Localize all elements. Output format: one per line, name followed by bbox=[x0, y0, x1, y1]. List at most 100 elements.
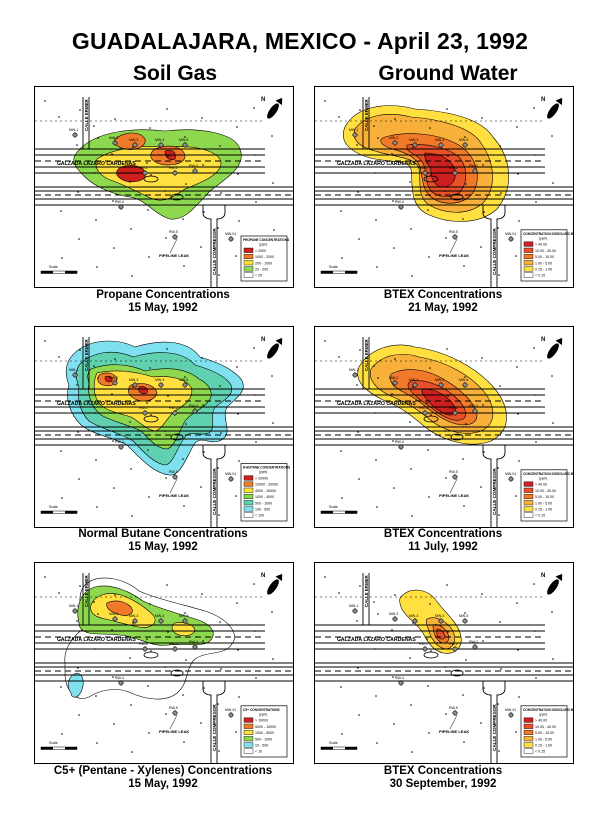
well-label: MW-3 bbox=[129, 614, 138, 618]
sample-point bbox=[481, 593, 483, 595]
sample-point bbox=[462, 458, 464, 460]
well-label: RW-5 bbox=[449, 470, 458, 474]
legend-swatch bbox=[243, 487, 254, 493]
sample-point bbox=[500, 192, 502, 194]
sample-point bbox=[340, 450, 342, 452]
sample-point bbox=[113, 487, 115, 489]
street-edge bbox=[482, 445, 492, 527]
sample-point bbox=[463, 505, 465, 507]
well-label: RW-5 bbox=[449, 230, 458, 234]
sample-point bbox=[392, 200, 394, 202]
sample-point bbox=[149, 367, 151, 369]
sample-point bbox=[341, 497, 343, 499]
legend-swatch bbox=[523, 266, 534, 272]
sample-point bbox=[164, 666, 166, 668]
sample-point bbox=[201, 357, 203, 359]
legend-entry-label: > 40.00 bbox=[535, 243, 547, 247]
tank-outline bbox=[143, 651, 159, 659]
sample-point bbox=[147, 209, 149, 211]
street-edge bbox=[482, 681, 492, 763]
sample-point bbox=[392, 676, 394, 678]
well-label: MW-01 bbox=[225, 472, 236, 476]
sample-point bbox=[445, 237, 447, 239]
scale-bar-segment bbox=[321, 271, 333, 274]
column-heading-ground-water: Ground Water bbox=[378, 62, 518, 85]
sample-point bbox=[202, 404, 204, 406]
sample-point bbox=[238, 696, 240, 698]
sample-point bbox=[182, 218, 184, 220]
well-label: RW-3 bbox=[189, 164, 198, 168]
well-label: MW-5 bbox=[179, 614, 188, 618]
pipeline-leader bbox=[169, 238, 178, 254]
sample-point bbox=[253, 107, 255, 109]
sample-point bbox=[462, 218, 464, 220]
sample-point bbox=[113, 247, 115, 249]
sample-point bbox=[427, 685, 429, 687]
sample-point bbox=[551, 135, 553, 137]
sample-point bbox=[394, 118, 396, 120]
caption-title: Propane Concentrations bbox=[96, 289, 230, 301]
caption-title: BTEX Concentrations bbox=[383, 528, 503, 540]
well-label: RW-3 bbox=[469, 164, 478, 168]
legend-swatch bbox=[523, 247, 534, 253]
legend-entry-label: 10000 - 20000 bbox=[255, 483, 278, 487]
legend-entry-label: < 10 bbox=[255, 750, 262, 754]
tank-outline bbox=[423, 175, 439, 183]
sample-point bbox=[93, 365, 95, 367]
sample-point bbox=[391, 153, 393, 155]
tank-outline bbox=[450, 669, 464, 677]
north-label: N bbox=[541, 97, 545, 103]
sample-point bbox=[111, 153, 113, 155]
legend-entry-label: 5.00 - 10.00 bbox=[535, 731, 554, 735]
sample-point bbox=[483, 687, 485, 689]
sample-point bbox=[394, 358, 396, 360]
sample-point bbox=[130, 228, 132, 230]
sample-point bbox=[428, 732, 430, 734]
sample-point bbox=[446, 348, 448, 350]
legend-title: CONCENTRATION DISSOLVED BTEX bbox=[523, 708, 573, 712]
sample-point bbox=[339, 163, 341, 165]
sample-point bbox=[77, 191, 79, 193]
north-arrow-body bbox=[267, 103, 279, 119]
sample-point bbox=[358, 478, 360, 480]
sample-point bbox=[515, 731, 517, 733]
sample-point bbox=[112, 200, 114, 202]
sample-point bbox=[254, 394, 256, 396]
well-label: RW-3 bbox=[189, 404, 198, 408]
sample-point bbox=[464, 376, 466, 378]
sample-point bbox=[338, 592, 340, 594]
well-label: RW-5 bbox=[169, 470, 178, 474]
well-label: MW-1 bbox=[69, 604, 78, 608]
sample-point bbox=[218, 750, 220, 752]
sample-point bbox=[93, 125, 95, 127]
sample-point bbox=[182, 458, 184, 460]
sample-point bbox=[238, 460, 240, 462]
sample-point bbox=[446, 108, 448, 110]
street-label-calle-compresor: CALLE COMPRESOR bbox=[492, 704, 497, 751]
sample-point bbox=[465, 659, 467, 661]
tank-outline bbox=[170, 669, 184, 677]
legend-swatch bbox=[523, 512, 534, 518]
sample-point bbox=[339, 403, 341, 405]
sample-point bbox=[429, 367, 431, 369]
legend-entry-label: 10 - 500 bbox=[255, 744, 268, 748]
street-label-calzada: CALZADA LAZARO CARDENAS bbox=[337, 161, 416, 167]
tank-outline bbox=[170, 193, 184, 201]
caption-butane: Normal Butane Concentrations 15 May, 199… bbox=[13, 528, 313, 554]
sample-point bbox=[376, 266, 378, 268]
legend-entry-label: < 0.15 bbox=[535, 514, 545, 518]
sample-point bbox=[373, 365, 375, 367]
sample-point bbox=[166, 108, 168, 110]
sample-point bbox=[463, 265, 465, 267]
caption-date: 11 July, 1992 bbox=[408, 541, 478, 553]
sample-point bbox=[236, 366, 238, 368]
sample-point bbox=[483, 211, 485, 213]
legend-entry-label: 100 - 500 bbox=[255, 508, 270, 512]
well-label: MW-3 bbox=[409, 378, 418, 382]
sample-point bbox=[237, 649, 239, 651]
sample-point bbox=[236, 602, 238, 604]
legend-unit: (ppm) bbox=[259, 712, 267, 716]
monitoring-wells: MW-1 MW-2 MW-3 MW-4 MW-5 RW-1 RW-2 RW-3 RW-4 RW-5… bbox=[69, 128, 236, 242]
sample-point bbox=[203, 451, 205, 453]
tank-outline bbox=[143, 415, 159, 423]
